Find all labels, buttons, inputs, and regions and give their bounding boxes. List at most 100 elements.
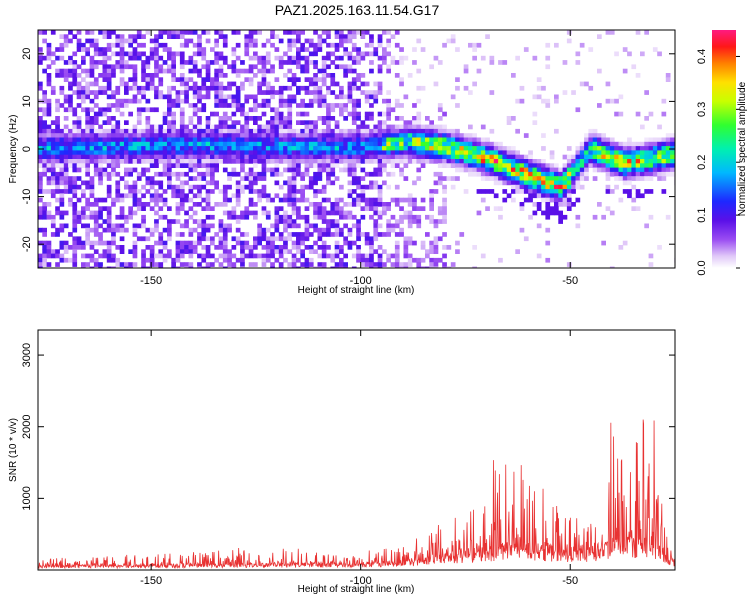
- colorbar-tick-label: 0.4: [696, 49, 708, 64]
- heatmap-cell: [326, 120, 331, 125]
- heatmap-cell: [85, 73, 90, 78]
- heatmap-cell: [528, 197, 533, 203]
- heatmap-cell: [403, 210, 409, 216]
- heatmap-cell: [76, 240, 82, 246]
- heatmap-cell: [399, 232, 404, 237]
- heatmap-cell: [119, 77, 125, 82]
- heatmap-cell: [106, 154, 112, 160]
- heatmap-cell: [459, 154, 465, 160]
- heatmap-cell: [339, 133, 344, 138]
- heatmap-cell: [308, 262, 314, 267]
- heatmap-cell: [472, 154, 477, 160]
- heatmap-cell: [330, 163, 336, 168]
- heatmap-cell: [450, 38, 456, 44]
- heatmap-cell: [343, 202, 348, 207]
- heatmap-cell: [132, 193, 138, 199]
- heatmap-cell: [360, 34, 366, 39]
- heatmap-cell: [300, 193, 305, 199]
- heatmap-cell: [321, 55, 327, 61]
- heatmap-cell: [339, 232, 344, 237]
- heatmap-cell: [192, 42, 198, 48]
- heatmap-cell: [270, 137, 275, 143]
- heatmap-cell: [640, 176, 645, 181]
- heatmap-cell: [588, 163, 594, 168]
- heatmap-cell: [300, 64, 305, 70]
- heatmap-cell: [459, 150, 465, 156]
- heatmap-cell: [218, 124, 224, 130]
- heatmap-cell: [506, 146, 512, 151]
- heatmap-cell: [549, 150, 555, 156]
- heatmap-cell: [197, 68, 202, 74]
- heatmap-cell: [46, 163, 52, 168]
- heatmap-cell: [278, 38, 284, 44]
- heatmap-cell: [115, 180, 121, 186]
- heatmap-cell: [210, 159, 215, 164]
- heatmap-cell: [330, 171, 336, 177]
- heatmap-cell: [472, 81, 477, 87]
- heatmap-cell: [506, 167, 512, 173]
- heatmap-cell: [214, 68, 219, 74]
- heatmap-cell: [85, 68, 90, 74]
- heatmap-cell: [648, 154, 654, 160]
- heatmap-cell: [364, 124, 370, 130]
- heatmap-cell: [257, 124, 262, 130]
- heatmap-cell: [313, 176, 318, 181]
- heatmap-cell: [167, 107, 172, 113]
- heatmap-cell: [59, 154, 65, 160]
- heatmap-cell: [347, 150, 353, 156]
- heatmap-cell: [106, 94, 112, 100]
- heatmap-cell: [171, 60, 176, 65]
- heatmap-cell: [231, 154, 237, 160]
- heatmap-cell: [575, 146, 581, 151]
- heatmap-cell: [162, 128, 168, 134]
- heatmap-cell: [661, 159, 667, 164]
- heatmap-cell: [545, 240, 551, 246]
- heatmap-cell: [618, 146, 624, 151]
- heatmap-cell: [115, 42, 121, 48]
- heatmap-cell: [201, 51, 207, 57]
- heatmap-cell: [265, 103, 271, 108]
- heatmap-cell: [68, 30, 73, 35]
- heatmap-cell: [141, 90, 146, 95]
- heatmap-cell: [257, 137, 262, 143]
- heatmap-cell: [145, 159, 151, 164]
- heatmap-cell: [55, 73, 60, 78]
- heatmap-cell: [321, 116, 327, 121]
- heatmap-cell: [192, 68, 198, 74]
- heatmap-cell: [287, 38, 293, 44]
- heatmap-cell: [549, 193, 555, 199]
- heatmap-cell: [661, 98, 667, 104]
- heatmap-cell: [42, 133, 47, 138]
- heatmap-cell: [373, 184, 379, 190]
- heatmap-cell: [532, 159, 538, 164]
- heatmap-cell: [102, 154, 108, 160]
- heatmap-cell: [68, 81, 73, 87]
- heatmap-cell: [403, 240, 409, 246]
- heatmap-cell: [145, 180, 151, 186]
- heatmap-cell: [442, 42, 447, 48]
- heatmap-cell: [205, 193, 211, 199]
- heatmap-cell: [89, 176, 95, 181]
- heatmap-cell: [210, 163, 215, 168]
- heatmap-cell: [502, 163, 508, 168]
- heatmap-cell: [124, 171, 129, 177]
- heatmap-cell: [485, 159, 490, 164]
- heatmap-cell: [377, 150, 383, 156]
- heatmap-cell: [545, 167, 551, 173]
- heatmap-cell: [72, 64, 78, 70]
- heatmap-cell: [89, 38, 95, 44]
- heatmap-cell: [536, 163, 542, 168]
- heatmap-cell: [261, 206, 267, 211]
- heatmap-cell: [450, 34, 456, 39]
- heatmap-cell: [89, 253, 95, 259]
- heatmap-cell: [244, 133, 250, 138]
- heatmap-cell: [111, 253, 116, 259]
- heatmap-cell: [179, 55, 185, 61]
- heatmap-cell: [98, 171, 103, 177]
- heatmap-cell: [119, 137, 125, 143]
- heatmap-cell: [188, 137, 194, 143]
- heatmap-cell: [248, 210, 254, 216]
- heatmap-cell: [334, 137, 340, 143]
- heatmap-cell: [472, 150, 477, 156]
